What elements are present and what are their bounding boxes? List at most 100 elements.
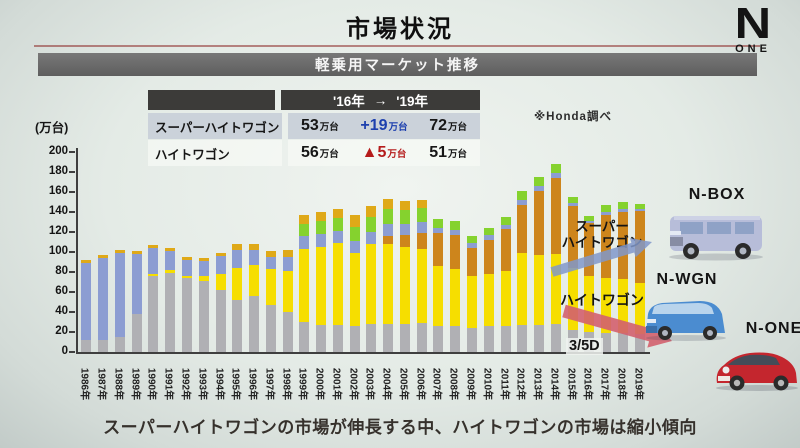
up-trend-arrow-icon xyxy=(550,238,652,277)
bar-segment-super_height_wagon xyxy=(500,229,511,271)
stacked-bar xyxy=(81,260,92,352)
bar-segment-super_height_wagon xyxy=(450,235,461,269)
section-title: 軽乗用マーケット推移 xyxy=(315,58,480,74)
stacked-bar xyxy=(534,177,545,352)
bar-segment-super_height_wagon xyxy=(466,248,477,276)
bar-segment-height_wagon xyxy=(634,283,645,334)
stacked-bar xyxy=(466,236,477,352)
bar-segment-height_wagon xyxy=(366,244,377,324)
value-2019: 51 xyxy=(429,144,447,161)
stacked-bar xyxy=(601,205,612,352)
value-change: +19 xyxy=(360,117,388,134)
bar-segment-height_wagon xyxy=(601,278,612,333)
x-tick-slot: 1992年 xyxy=(179,357,196,411)
x-tick-slot: 1993年 xyxy=(195,357,212,411)
bar-segment-other_blue xyxy=(349,241,360,253)
n-box-car-image xyxy=(669,216,763,261)
x-tick-label: 2005年 xyxy=(397,367,409,401)
bar-segment-other_green xyxy=(550,164,561,173)
bar-slot xyxy=(497,152,514,352)
row-values: 56 万台 ▲5 万台 51 万台 xyxy=(288,140,480,166)
bar-segment-other_gold xyxy=(148,245,159,248)
bar-segment-other_green xyxy=(433,219,444,228)
bar-segment-height_wagon xyxy=(282,271,293,312)
bar-slot xyxy=(430,152,447,352)
bar-slot xyxy=(212,152,229,352)
bar-segment-other_gold xyxy=(232,244,243,250)
bar-slot xyxy=(531,152,548,352)
bar-segment-other_blue xyxy=(131,254,142,314)
x-tick-label: 1986年 xyxy=(78,367,90,401)
stacked-bar xyxy=(517,191,528,352)
bar-slot xyxy=(145,152,162,352)
bar-segment-other_gold xyxy=(265,251,276,257)
bar-segment-hatch_3_5d xyxy=(483,326,494,352)
n-wgn-car-image xyxy=(646,301,726,341)
bar-slot xyxy=(547,152,564,352)
x-tick-slot: 2019年 xyxy=(631,357,648,411)
bar-segment-other_green xyxy=(366,217,377,232)
bar-segment-hatch_3_5d xyxy=(332,325,343,352)
x-tick-slot: 1989年 xyxy=(128,357,145,411)
x-tick-slot: 2013年 xyxy=(531,357,548,411)
table-row-height: ハイトワゴン 56 万台 ▲5 万台 51 万台 xyxy=(148,140,480,166)
stacked-bar xyxy=(416,200,427,352)
bar-segment-other_blue xyxy=(198,261,209,276)
bar-slot xyxy=(78,152,95,352)
bar-segment-hatch_3_5d xyxy=(198,281,209,352)
bar-segment-other_gold xyxy=(399,201,410,210)
bar-segment-other_gold xyxy=(349,215,360,227)
x-tick-label: 1988年 xyxy=(112,367,124,401)
x-tick-slot: 2011年 xyxy=(497,357,514,411)
x-tick-label: 2014年 xyxy=(548,367,560,401)
bar-segment-hatch_3_5d xyxy=(550,324,561,352)
bar-slot xyxy=(598,152,615,352)
bar-segment-height_wagon xyxy=(299,249,310,322)
x-tick-label: 1999年 xyxy=(296,367,308,401)
y-tick-label: 80 xyxy=(55,265,68,277)
bar-segment-other_green xyxy=(332,218,343,231)
car-label-n-one: N-ONE xyxy=(745,320,800,337)
bar-slot xyxy=(95,152,112,352)
x-tick-slot: 2004年 xyxy=(380,357,397,411)
bar-segment-height_wagon xyxy=(466,276,477,328)
bar-segment-hatch_3_5d xyxy=(215,290,226,352)
bar-segment-super_height_wagon xyxy=(584,223,595,276)
bar-segment-height_wagon xyxy=(550,254,561,324)
bar-segment-height_wagon xyxy=(215,274,226,290)
bar-slot xyxy=(296,152,313,352)
y-tick-label: 180 xyxy=(48,165,68,177)
bar-slot xyxy=(447,152,464,352)
bar-segment-hatch_3_5d xyxy=(265,305,276,352)
bar-slot xyxy=(346,152,363,352)
x-tick-label: 2004年 xyxy=(380,367,392,401)
bar-segment-other_gold xyxy=(198,258,209,261)
x-tick-label: 1987年 xyxy=(95,367,107,401)
x-axis-line xyxy=(76,352,650,354)
x-tick-slot: 2000年 xyxy=(313,357,330,411)
page-title: 市場状況 xyxy=(346,16,454,43)
bar-segment-other_blue xyxy=(383,224,394,236)
bar-slot xyxy=(179,152,196,352)
chart-plot: 0 20 40 60 80 100 120 140 160 180 200 xyxy=(49,145,650,357)
bar-segment-other_gold xyxy=(332,209,343,218)
table-row-super-height: スーパーハイトワゴン 53 万台 +19 万台 72 万台 xyxy=(148,113,480,139)
bar-segment-other_gold xyxy=(366,206,377,217)
bar-segment-hatch_3_5d xyxy=(517,325,528,352)
bar-segment-hatch_3_5d xyxy=(500,326,511,352)
x-tick-label: 1995年 xyxy=(229,367,241,401)
bar-segment-other_blue xyxy=(534,186,545,191)
y-tick-mark xyxy=(69,331,75,333)
y-tick-label: 140 xyxy=(48,205,68,217)
bar-slot xyxy=(514,152,531,352)
bar-segment-other_blue xyxy=(617,209,628,212)
x-tick-label: 2019年 xyxy=(632,367,644,401)
bar-segment-height_wagon xyxy=(450,269,461,326)
bar-segment-hatch_3_5d xyxy=(131,314,142,352)
bar-segment-height_wagon xyxy=(332,243,343,325)
bar-segment-hatch_3_5d xyxy=(349,326,360,352)
y-tick-mark xyxy=(69,311,75,313)
bar-slot xyxy=(279,152,296,352)
x-tick-label: 2002年 xyxy=(347,367,359,401)
